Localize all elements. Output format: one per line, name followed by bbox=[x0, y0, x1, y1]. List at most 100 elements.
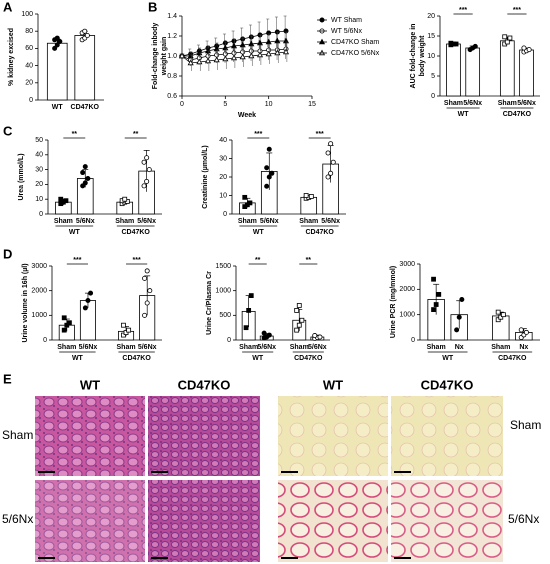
x-tick-label: 5/6Nx bbox=[257, 344, 276, 351]
data-point bbox=[495, 317, 501, 323]
group-label: WT bbox=[442, 355, 454, 362]
panel-label: B bbox=[148, 0, 157, 14]
data-point bbox=[196, 58, 203, 65]
y-tick-label: 0 bbox=[411, 337, 415, 344]
data-point bbox=[261, 330, 267, 336]
legend-label: WT 5/6Nx bbox=[331, 28, 362, 35]
panel-label: E bbox=[3, 371, 12, 386]
x-tick-label: Sham bbox=[498, 100, 517, 107]
y-tick-label: 3000 bbox=[399, 261, 415, 268]
x-tick-label: Sham bbox=[117, 344, 136, 351]
y-tick-label: 20 bbox=[427, 13, 435, 20]
data-point bbox=[54, 35, 60, 41]
group-label: WT bbox=[253, 229, 265, 236]
x-tick-label: Sham bbox=[238, 218, 257, 225]
x-tick-label: Sham bbox=[427, 344, 446, 351]
significance-label: *** bbox=[73, 257, 81, 264]
data-point bbox=[214, 52, 220, 58]
data-point bbox=[521, 45, 527, 51]
y-tick-label: 1.4 bbox=[167, 13, 177, 20]
y-axis-label: Urea (mmol/L) bbox=[18, 153, 25, 200]
data-point bbox=[187, 59, 194, 66]
x-tick-label: 5/6Nx bbox=[463, 100, 482, 107]
data-point bbox=[187, 52, 194, 59]
y-tick-label: 80 bbox=[25, 28, 33, 35]
y-tick-label: 1000 bbox=[31, 312, 47, 319]
y-axis-label: Urine Cr/Plasma Cr bbox=[206, 271, 213, 335]
data-point bbox=[141, 183, 147, 189]
he-image bbox=[148, 480, 260, 562]
significance-label: ** bbox=[306, 257, 312, 264]
group-label: WT bbox=[252, 355, 264, 362]
data-point bbox=[436, 291, 442, 297]
column-label: WT bbox=[323, 377, 343, 392]
x-tick-label: 5/6Nx bbox=[321, 218, 340, 225]
data-point bbox=[433, 302, 439, 307]
data-point bbox=[248, 48, 254, 54]
significance-label: ** bbox=[255, 257, 261, 264]
data-point bbox=[61, 315, 67, 321]
data-point bbox=[142, 275, 148, 281]
y-axis-label: Urine PCR (mg/mmol) bbox=[390, 266, 397, 338]
column-label: WT bbox=[80, 377, 100, 392]
x-tick-label: 5 bbox=[223, 101, 227, 108]
y-tick-label: 1.0 bbox=[167, 53, 177, 60]
bar bbox=[519, 49, 534, 97]
group-label: CD47KO bbox=[498, 355, 527, 362]
y-axis-label: body weight bbox=[419, 35, 426, 77]
data-point bbox=[507, 35, 513, 41]
data-point bbox=[296, 303, 302, 308]
data-point bbox=[325, 150, 331, 156]
row-label: Sham bbox=[510, 418, 541, 432]
data-point bbox=[57, 39, 63, 45]
group-label: WT bbox=[72, 355, 84, 362]
x-tick-label: 5/6Nx bbox=[517, 100, 536, 107]
data-point bbox=[504, 39, 510, 45]
x-tick-label: CD47KO bbox=[71, 104, 100, 111]
data-point bbox=[328, 170, 334, 176]
y-tick-label: 10 bbox=[35, 196, 43, 203]
y-tick-label: 1000 bbox=[215, 288, 231, 295]
data-point bbox=[330, 159, 336, 165]
x-tick-label: 5/6Nx bbox=[138, 344, 157, 351]
data-point bbox=[495, 309, 501, 315]
y-tick-label: 30 bbox=[219, 155, 227, 162]
x-tick-label: Sham bbox=[54, 218, 73, 225]
y-tick-label: 0 bbox=[43, 337, 47, 344]
data-point bbox=[58, 196, 64, 202]
y-tick-label: 15 bbox=[427, 33, 435, 40]
bar bbox=[46, 42, 68, 101]
data-point bbox=[264, 165, 270, 171]
x-tick-label: Sham bbox=[491, 344, 510, 351]
data-point bbox=[264, 183, 270, 189]
data-point bbox=[308, 194, 314, 199]
x-tick-label: 5/6Nx bbox=[308, 344, 327, 351]
bar bbox=[74, 35, 96, 101]
data-point bbox=[147, 288, 153, 294]
row-label: 5/6Nx bbox=[508, 512, 539, 526]
x-tick-label: Sham bbox=[290, 344, 309, 351]
group-label: CD47KO bbox=[305, 229, 334, 236]
y-tick-label: 500 bbox=[219, 312, 231, 319]
data-point bbox=[500, 312, 506, 318]
significance-label: *** bbox=[513, 7, 521, 14]
sirius-image bbox=[391, 396, 503, 476]
legend-label: WT Sham bbox=[331, 17, 362, 24]
y-axis-label: AUC fold-change in bbox=[410, 24, 417, 89]
data-point bbox=[222, 44, 229, 51]
data-point bbox=[502, 34, 508, 40]
group-label: CD47KO bbox=[121, 229, 150, 236]
data-point bbox=[246, 307, 252, 313]
data-point bbox=[61, 327, 67, 333]
histology-images bbox=[35, 396, 503, 562]
group-label: WT bbox=[458, 111, 470, 118]
significance-label: *** bbox=[254, 131, 262, 138]
x-tick-label: 10 bbox=[265, 101, 273, 108]
y-tick-label: 2000 bbox=[399, 286, 415, 293]
data-point bbox=[431, 276, 436, 282]
x-tick-label: 0 bbox=[180, 101, 184, 108]
data-point bbox=[472, 43, 478, 49]
data-point bbox=[230, 54, 238, 61]
data-point bbox=[526, 47, 532, 53]
